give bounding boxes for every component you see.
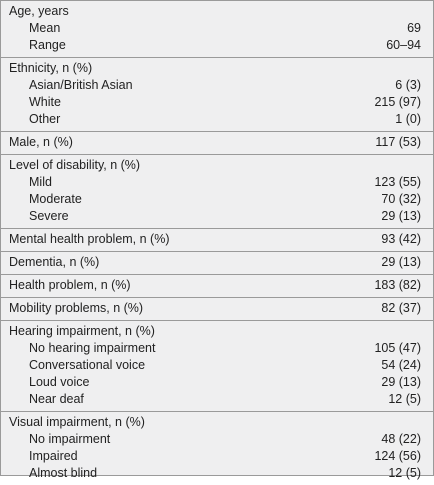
row-value: 12 (5) [388,466,421,480]
section-header: Age, years [1,3,433,20]
section-header: Ethnicity, n (%) [1,60,433,77]
table-section: Health problem, n (%) 183 (82) [1,274,433,297]
section-label: Mental health problem, n (%) [9,232,170,246]
row-value: 124 (56) [374,449,421,463]
row-label: Other [29,112,61,126]
row-label: Range [29,38,66,52]
table-section: Mental health problem, n (%) 93 (42) [1,228,433,251]
section-header: Mental health problem, n (%) 93 (42) [1,231,433,248]
section-label: Mobility problems, n (%) [9,301,144,315]
row-value: 215 (97) [374,95,421,109]
table-row: No impairment 48 (22) [1,431,433,448]
section-value: 93 (42) [381,232,421,246]
table-row: Mean 69 [1,20,433,37]
row-value: 105 (47) [374,341,421,355]
section-label: Hearing impairment, n (%) [9,324,155,338]
section-label: Male, n (%) [9,135,73,149]
table-section: Ethnicity, n (%) Asian/British Asian 6 (3)… [1,57,433,131]
row-value: 69 [407,21,421,35]
section-value: 29 (13) [381,255,421,269]
row-label: No hearing impairment [29,341,156,355]
section-header: Level of disability, n (%) [1,157,433,174]
row-value: 60–94 [386,38,421,52]
table-section: Age, years Mean 69 Range 60–94 [1,1,433,57]
row-value: 54 (24) [381,358,421,372]
table-row: No hearing impairment 105 (47) [1,340,433,357]
row-label: Mild [29,175,52,189]
row-value: 1 (0) [395,112,421,126]
table-section: Male, n (%) 117 (53) [1,131,433,154]
section-header: Mobility problems, n (%) 82 (37) [1,300,433,317]
table-row: Loud voice 29 (13) [1,374,433,391]
section-label: Dementia, n (%) [9,255,100,269]
table-row: Other 1 (0) [1,111,433,128]
section-value: 183 (82) [374,278,421,292]
row-value: 48 (22) [381,432,421,446]
row-label: Loud voice [29,375,90,389]
row-value: 29 (13) [381,209,421,223]
row-value: 123 (55) [374,175,421,189]
row-value: 29 (13) [381,375,421,389]
table-section: Mobility problems, n (%) 82 (37) [1,297,433,320]
table-row: White 215 (97) [1,94,433,111]
table-section: Level of disability, n (%) Mild 123 (55) Mo… [1,154,433,228]
row-label: Near deaf [29,392,84,406]
table-row: Almost blind 12 (5) [1,465,433,482]
row-label: Conversational voice [29,358,146,372]
table-row: Conversational voice 54 (24) [1,357,433,374]
table-row: Moderate 70 (32) [1,191,433,208]
table-row: Mild 123 (55) [1,174,433,191]
section-label: Level of disability, n (%) [9,158,141,172]
row-label: Mean [29,21,61,35]
section-label: Visual impairment, n (%) [9,415,145,429]
table-section: Visual impairment, n (%) No impairment 48 … [1,411,433,485]
section-header: Visual impairment, n (%) [1,414,433,431]
table-section: Dementia, n (%) 29 (13) [1,251,433,274]
table-section: Hearing impairment, n (%) No hearing impa… [1,320,433,411]
table-row: Severe 29 (13) [1,208,433,225]
section-value: 117 (53) [375,135,421,149]
row-value: 6 (3) [395,78,421,92]
section-value: 82 (37) [381,301,421,315]
row-label: Almost blind [29,466,98,480]
row-label: White [29,95,61,109]
row-label: No impairment [29,432,111,446]
row-label: Asian/British Asian [29,78,133,92]
section-header: Dementia, n (%) 29 (13) [1,254,433,271]
section-label: Age, years [9,4,69,18]
section-label: Health problem, n (%) [9,278,131,292]
section-header: Male, n (%) 117 (53) [1,134,433,151]
row-label: Impaired [29,449,78,463]
table-row: Asian/British Asian 6 (3) [1,77,433,94]
section-header: Hearing impairment, n (%) [1,323,433,340]
row-label: Moderate [29,192,82,206]
section-header: Health problem, n (%) 183 (82) [1,277,433,294]
table-row: Range 60–94 [1,37,433,54]
row-value: 12 (5) [388,392,421,406]
row-label: Severe [29,209,69,223]
table-row: Impaired 124 (56) [1,448,433,465]
table-row: Near deaf 12 (5) [1,391,433,408]
section-label: Ethnicity, n (%) [9,61,93,75]
row-value: 70 (32) [381,192,421,206]
